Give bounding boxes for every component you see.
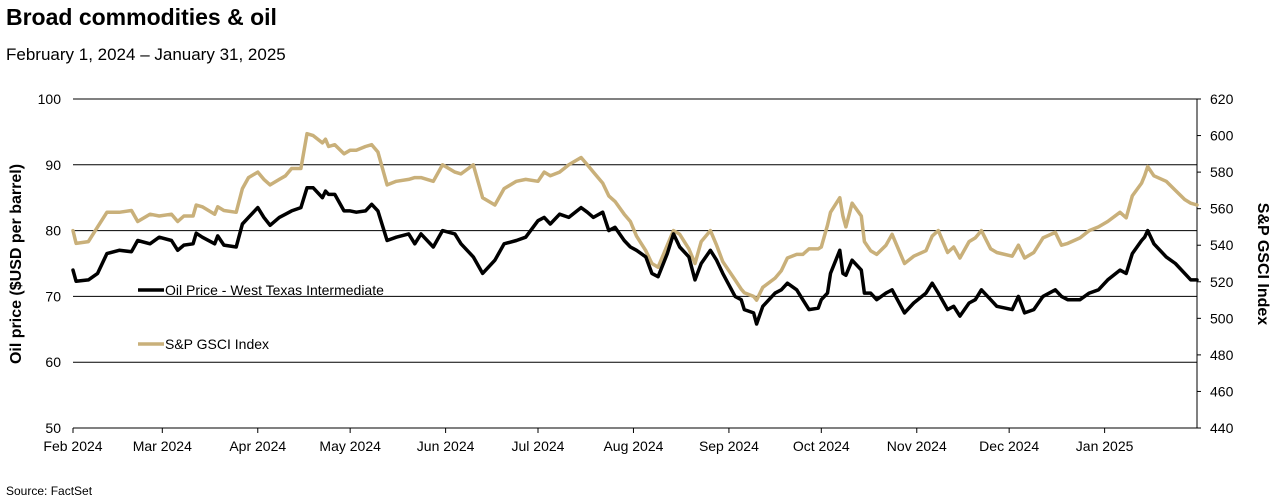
- series-line-wti: [71, 186, 1199, 326]
- x-tick-label: Sep 2024: [699, 438, 759, 454]
- y-right-tick-label: 520: [1210, 274, 1234, 290]
- x-tick-label: Dec 2024: [979, 438, 1039, 454]
- y-left-tick-label: 70: [45, 288, 61, 304]
- y-left-tick-label: 50: [45, 420, 61, 436]
- x-tick-label: Feb 2024: [43, 438, 102, 454]
- y-right-tick-label: 540: [1210, 237, 1234, 253]
- x-tick-label: May 2024: [319, 438, 381, 454]
- legend: Oil Price - West Texas Intermediate S&P …: [138, 282, 384, 352]
- source-note: Source: FactSet: [6, 484, 93, 498]
- y-left-tick-label: 100: [38, 91, 62, 107]
- y-right-tick-label: 460: [1210, 383, 1234, 399]
- y-right-tick-label: 480: [1210, 347, 1234, 363]
- y-right-tick-label: 620: [1210, 91, 1234, 107]
- y-right-tick-label: 500: [1210, 310, 1234, 326]
- y-left-tick-label: 90: [45, 157, 61, 173]
- x-tick-label: Jan 2025: [1076, 438, 1134, 454]
- series-line-gsci: [71, 131, 1199, 302]
- y-right-tick-label: 560: [1210, 201, 1234, 217]
- legend-label-gsci: S&P GSCI Index: [165, 336, 269, 352]
- y-right-tick-label: 600: [1210, 128, 1234, 144]
- legend-label-wti: Oil Price - West Texas Intermediate: [165, 282, 384, 298]
- x-tick-label: Jun 2024: [417, 438, 475, 454]
- x-tick-label: Mar 2024: [133, 438, 192, 454]
- x-tick-label: Aug 2024: [603, 438, 663, 454]
- chart-subtitle: February 1, 2024 – January 31, 2025: [6, 45, 286, 64]
- y-axis-right-title: S&P GSCI Index: [1254, 203, 1271, 326]
- x-tick-label: Oct 2024: [793, 438, 850, 454]
- y-left-tick-label: 60: [45, 354, 61, 370]
- y-axis-left-title: Oil price ($USD per barrel): [8, 164, 25, 364]
- x-tick-label: Nov 2024: [887, 438, 947, 454]
- x-tick-label: Jul 2024: [512, 438, 565, 454]
- y-left-tick-label: 80: [45, 223, 61, 239]
- y-right-tick-label: 580: [1210, 164, 1234, 180]
- chart-title: Broad commodities & oil: [6, 4, 277, 30]
- x-tick-label: Apr 2024: [229, 438, 286, 454]
- y-right-tick-label: 440: [1210, 420, 1234, 436]
